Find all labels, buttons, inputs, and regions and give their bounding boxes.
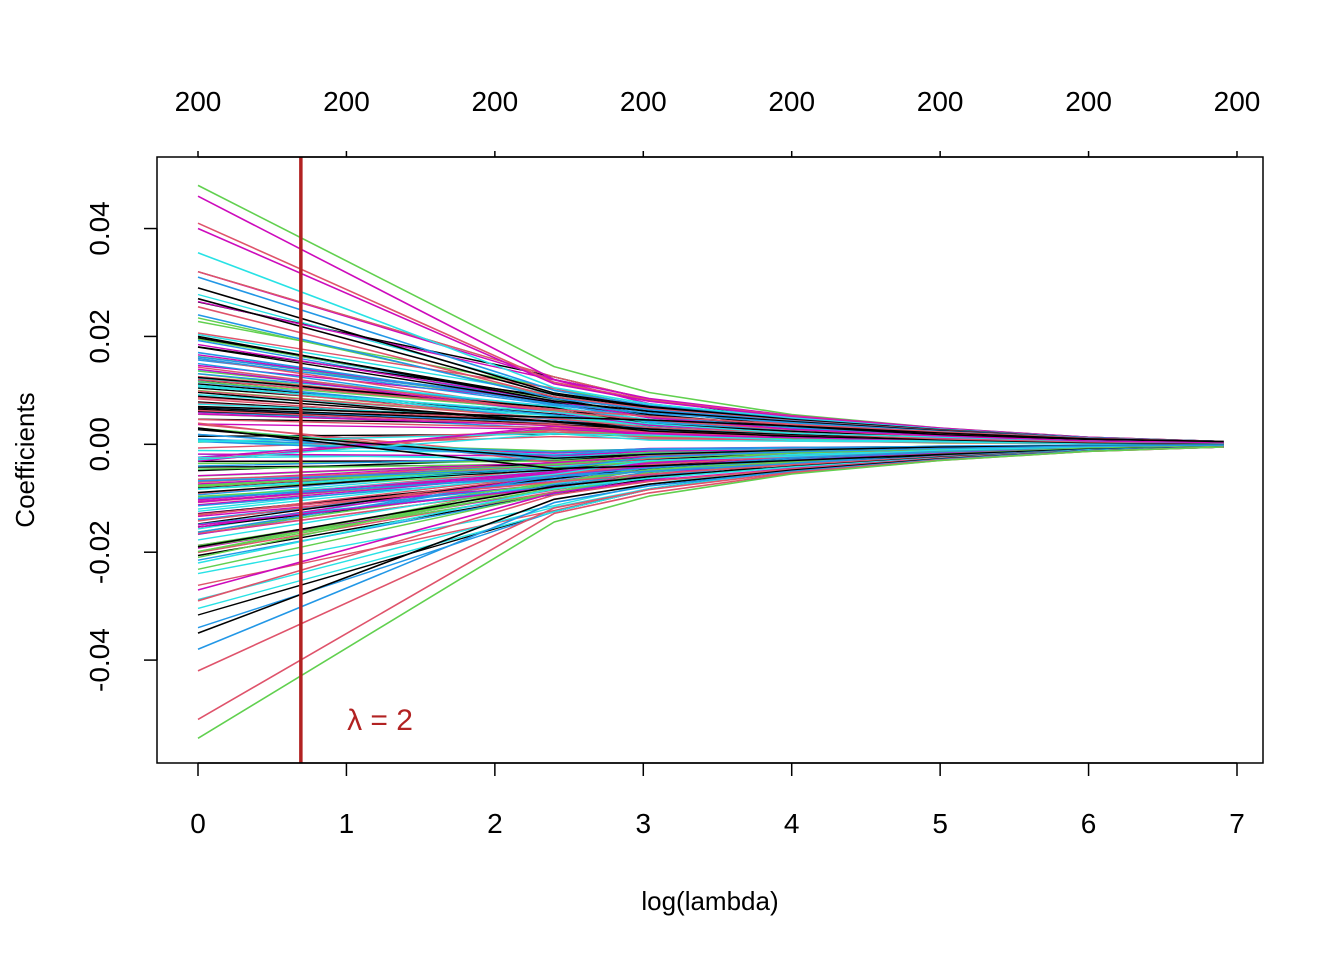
top-tick-label: 200	[620, 86, 667, 117]
x-tick-label: 1	[339, 808, 355, 839]
lambda-annotation: λ = 2	[347, 704, 413, 737]
y-tick-label: 0.02	[84, 309, 115, 364]
x-tick-label: 5	[932, 808, 948, 839]
y-axis-label: Coefficients	[10, 392, 40, 527]
x-tick-label: 0	[190, 808, 206, 839]
y-tick-label: 0.04	[84, 201, 115, 256]
top-tick-label: 200	[768, 86, 815, 117]
series-line	[197, 405, 1224, 443]
top-tick-label: 200	[1214, 86, 1261, 117]
x-tick-label: 6	[1081, 808, 1097, 839]
y-tick-label: -0.04	[84, 628, 115, 692]
series-line	[197, 446, 1224, 739]
series-line	[197, 407, 1224, 445]
top-tick-label: 200	[917, 86, 964, 117]
x-axis-label: log(lambda)	[641, 886, 778, 916]
y-tick-label: -0.02	[84, 520, 115, 584]
series-lines	[197, 184, 1224, 739]
x-tick-label: 7	[1229, 808, 1245, 839]
y-tick-label: 0.00	[84, 417, 115, 472]
top-tick-label: 200	[323, 86, 370, 117]
top-tick-label: 200	[175, 86, 222, 117]
x-tick-label: 2	[487, 808, 503, 839]
top-tick-label: 200	[471, 86, 518, 117]
x-tick-label: 4	[784, 808, 800, 839]
x-tick-label: 3	[635, 808, 651, 839]
axes: 0 200 1 200 2 200 3 200 4 200 5 200 6 200 7 200 -0.04 -0.…	[84, 86, 1260, 839]
top-tick-label: 200	[1065, 86, 1112, 117]
